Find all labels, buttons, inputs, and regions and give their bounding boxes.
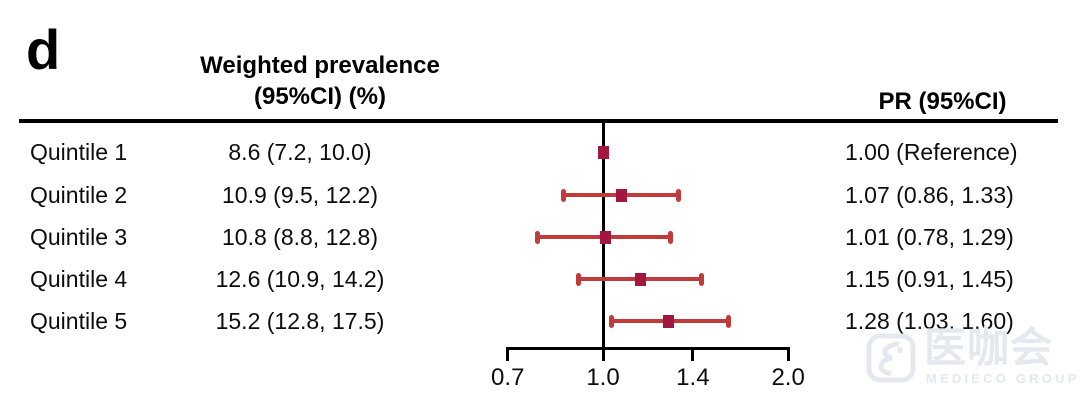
table-row: Quintile 3 10.8 (8.8, 12.8) 1.01 (0.78, …	[0, 223, 1080, 251]
row-label: Quintile 3	[30, 224, 128, 250]
point-estimate-marker	[597, 145, 609, 159]
prevalence-header-line2: (95%CI) (%)	[253, 83, 386, 110]
pr-value: 1.07 (0.86, 1.33)	[845, 182, 1014, 208]
prevalence-value: 10.8 (8.8, 12.8)	[222, 224, 378, 250]
medieco-logo-icon	[866, 333, 916, 383]
ci-cap-low	[560, 188, 566, 202]
x-axis-line	[506, 347, 790, 350]
prevalence-value: 15.2 (12.8, 17.5)	[215, 308, 385, 334]
ci-cap-low	[575, 272, 581, 286]
panel-label: d	[26, 18, 61, 81]
row-label: Quintile 5	[30, 308, 128, 334]
table-row: Quintile 2 10.9 (9.5, 12.2) 1.07 (0.86, …	[0, 181, 1080, 209]
point-estimate-marker	[663, 314, 675, 328]
ci-cap-high	[668, 230, 673, 244]
x-axis-tick-label: 1.0	[586, 364, 620, 391]
x-axis-tick	[506, 347, 510, 361]
header-rule	[19, 119, 1058, 123]
pr-value: 1.15 (0.91, 1.45)	[845, 266, 1014, 292]
x-axis-tick	[786, 347, 790, 361]
point-estimate-marker	[634, 272, 646, 286]
watermark-english-text: MEDIECO GROUP	[926, 371, 1080, 386]
prevalence-value: 12.6 (10.9, 14.2)	[215, 266, 385, 292]
table-row: Quintile 5 15.2 (12.8, 17.5) 1.28 (1.03,…	[0, 307, 1080, 335]
point-estimate-marker	[615, 188, 627, 202]
ci-cap-high	[725, 314, 731, 328]
pr-value: 1.01 (0.78, 1.29)	[845, 224, 1014, 250]
pr-value: 1.00 (Reference)	[845, 139, 1018, 165]
row-label: Quintile 4	[30, 266, 128, 292]
row-label: Quintile 2	[30, 182, 128, 208]
ci-cap-low	[534, 230, 540, 244]
ci-cap-high	[676, 188, 682, 202]
watermark: 医咖会 MEDIECO GROUP	[860, 324, 1080, 400]
pr-value: 1.28 (1.03, 1.60)	[845, 308, 1014, 334]
point-estimate-marker	[600, 230, 612, 244]
prevalence-value: 10.9 (9.5, 12.2)	[222, 182, 378, 208]
prevalence-header-line1: Weighted prevalence	[200, 52, 440, 79]
table-row: Quintile 4 12.6 (10.9, 14.2) 1.15 (0.91,…	[0, 265, 1080, 293]
x-axis-tick-label: 1.4	[676, 364, 710, 391]
x-axis-tick-label: 2.0	[771, 364, 805, 391]
prevalence-value: 8.6 (7.2, 10.0)	[228, 139, 372, 165]
table-row: Quintile 1 8.6 (7.2, 10.0) 1.00 (Referen…	[0, 138, 1080, 166]
ci-cap-low	[608, 314, 614, 328]
row-label: Quintile 1	[30, 139, 128, 165]
x-axis-tick	[691, 347, 695, 361]
x-axis-tick-label: 0.7	[491, 364, 525, 391]
x-axis-tick	[601, 347, 605, 361]
prevalence-column-header: Weighted prevalence (95%CI) (%)	[158, 50, 482, 112]
pr-column-header: PR (95%CI)	[878, 88, 1007, 115]
ci-cap-high	[699, 272, 705, 286]
